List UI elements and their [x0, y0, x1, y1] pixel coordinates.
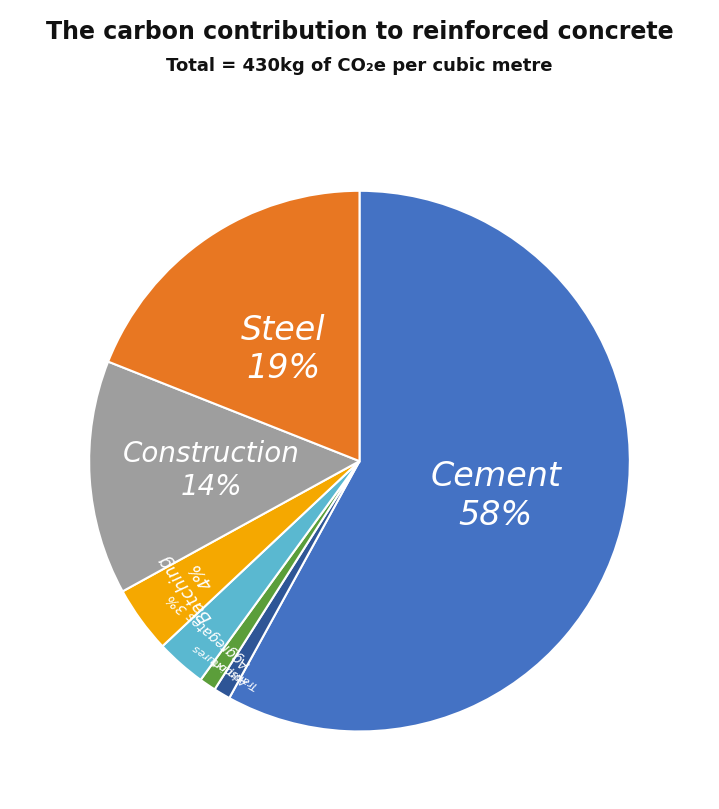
- Text: Batching
4%: Batching 4%: [155, 538, 232, 625]
- Wedge shape: [108, 191, 360, 461]
- Text: Transport: Transport: [209, 655, 260, 691]
- Wedge shape: [123, 461, 360, 646]
- Text: Steel
19%: Steel 19%: [242, 314, 326, 385]
- Text: Admixtures: Admixtures: [192, 642, 250, 687]
- Wedge shape: [201, 461, 360, 689]
- Text: Construction
14%: Construction 14%: [123, 440, 300, 501]
- Wedge shape: [89, 362, 360, 591]
- Text: Aggregates 3%: Aggregates 3%: [165, 591, 254, 671]
- Text: The carbon contribution to reinforced concrete: The carbon contribution to reinforced co…: [46, 20, 673, 44]
- Text: Total = 430kg of CO₂e per cubic metre: Total = 430kg of CO₂e per cubic metre: [166, 57, 553, 74]
- Wedge shape: [229, 191, 630, 731]
- Wedge shape: [215, 461, 360, 698]
- Wedge shape: [162, 461, 360, 680]
- Text: Cement
58%: Cement 58%: [430, 460, 561, 532]
